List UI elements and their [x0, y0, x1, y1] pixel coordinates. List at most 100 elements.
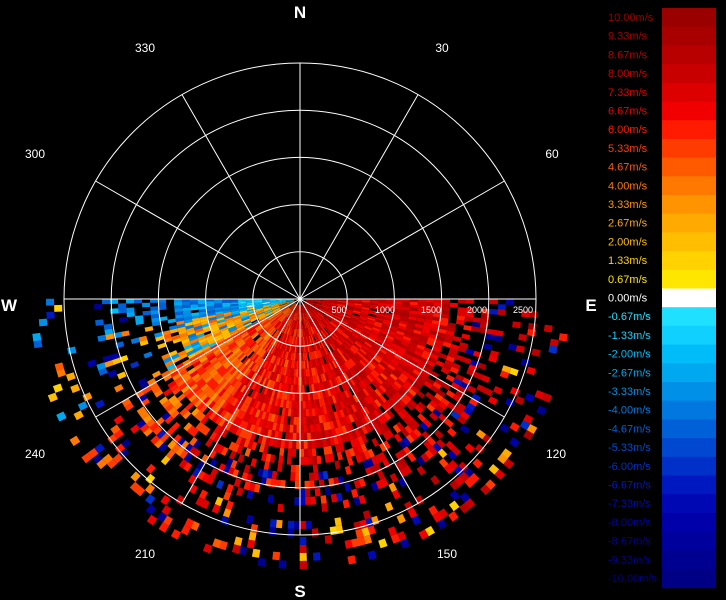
velocity-cell — [235, 436, 243, 445]
velocity-cell — [170, 398, 180, 407]
velocity-cell — [290, 408, 295, 417]
velocity-cell — [481, 313, 490, 320]
velocity-cell — [339, 322, 347, 328]
velocity-cell — [371, 380, 379, 389]
velocity-cell — [257, 557, 266, 567]
velocity-cell — [285, 432, 290, 441]
colorbar-label: -6.67m/s — [608, 480, 651, 492]
velocity-cell — [281, 316, 288, 324]
velocity-cell — [449, 366, 459, 375]
range-label-2000: 2000 — [467, 305, 487, 315]
velocity-cell — [338, 356, 345, 365]
velocity-cell — [321, 301, 330, 304]
velocity-cell — [354, 392, 362, 402]
velocity-cell — [308, 319, 313, 327]
velocity-cell — [407, 344, 417, 351]
velocity-cell — [412, 428, 422, 438]
velocity-cell — [296, 417, 300, 425]
velocity-cell — [384, 314, 393, 319]
velocity-cell — [489, 308, 498, 315]
velocity-cell — [290, 303, 296, 310]
velocity-cell — [236, 487, 244, 497]
polar-grid — [63, 62, 537, 536]
velocity-cell — [258, 314, 266, 319]
velocity-cell — [307, 392, 311, 401]
velocity-cell — [319, 309, 327, 314]
colorbar-swatch — [662, 82, 716, 102]
velocity-cell — [290, 328, 293, 336]
velocity-cell — [284, 308, 291, 315]
velocity-cell — [283, 367, 288, 376]
velocity-cell — [515, 345, 525, 353]
velocity-cell — [343, 432, 351, 442]
velocity-cell — [295, 384, 298, 393]
velocity-cell — [463, 467, 474, 478]
velocity-cell — [156, 429, 166, 439]
velocity-cell — [256, 337, 263, 344]
velocity-cell — [196, 332, 205, 339]
velocity-cell — [154, 438, 164, 449]
velocity-cell — [432, 408, 442, 418]
velocity-cell — [301, 304, 303, 313]
velocity-cell — [345, 327, 353, 333]
velocity-cell — [269, 454, 276, 463]
velocity-cell — [343, 341, 351, 349]
velocity-cell — [305, 300, 314, 304]
velocity-cell — [175, 494, 185, 506]
velocity-cell — [268, 380, 274, 389]
velocity-cell — [336, 357, 343, 366]
velocity-cell — [314, 439, 320, 449]
velocity-cell — [199, 356, 208, 364]
velocity-cell — [159, 396, 169, 405]
velocity-cell — [466, 385, 477, 394]
velocity-cell — [328, 334, 336, 341]
velocity-cell — [251, 343, 259, 351]
velocity-cell — [213, 405, 222, 414]
velocity-cell — [349, 439, 357, 448]
velocity-cell — [167, 380, 177, 389]
velocity-cell — [243, 395, 251, 405]
velocity-cell — [164, 403, 174, 412]
velocity-cell — [316, 358, 320, 367]
velocity-cell — [363, 415, 371, 424]
velocity-cell — [274, 348, 280, 357]
velocity-cell — [205, 388, 214, 397]
velocity-cell — [198, 303, 207, 307]
velocity-cell — [206, 352, 215, 359]
velocity-cell — [379, 329, 388, 336]
velocity-cell — [451, 362, 461, 370]
azimuth-spoke — [299, 180, 505, 300]
velocity-cell — [445, 355, 455, 363]
velocity-cell — [419, 356, 429, 364]
velocity-cell — [183, 361, 193, 369]
velocity-cell — [207, 390, 216, 399]
velocity-cell — [536, 405, 547, 416]
colorbar-swatch — [662, 288, 716, 308]
velocity-cell — [121, 330, 130, 337]
velocity-cell — [198, 380, 207, 389]
velocity-cell — [279, 314, 286, 322]
velocity-cell — [335, 312, 343, 317]
velocity-cell — [367, 525, 376, 535]
velocity-cell — [325, 314, 333, 320]
velocity-cell — [265, 323, 272, 330]
velocity-cell — [313, 325, 319, 333]
velocity-cell — [334, 427, 341, 437]
velocity-cell — [336, 375, 343, 384]
velocity-cell — [325, 326, 332, 334]
velocity-cell — [265, 324, 273, 331]
velocity-cell — [192, 467, 201, 478]
velocity-cell — [433, 309, 442, 314]
velocity-cell — [344, 371, 352, 380]
velocity-cell — [296, 425, 300, 433]
velocity-cell — [357, 536, 366, 547]
velocity-cell — [399, 386, 408, 395]
velocity-cell — [280, 383, 285, 392]
velocity-cell — [230, 330, 239, 337]
colorbar-label: 4.00m/s — [608, 180, 648, 192]
colorbar-swatch — [662, 195, 716, 215]
velocity-cell — [279, 315, 286, 322]
velocity-cell — [390, 533, 401, 544]
velocity-cell — [331, 395, 337, 404]
velocity-cell — [331, 319, 339, 326]
